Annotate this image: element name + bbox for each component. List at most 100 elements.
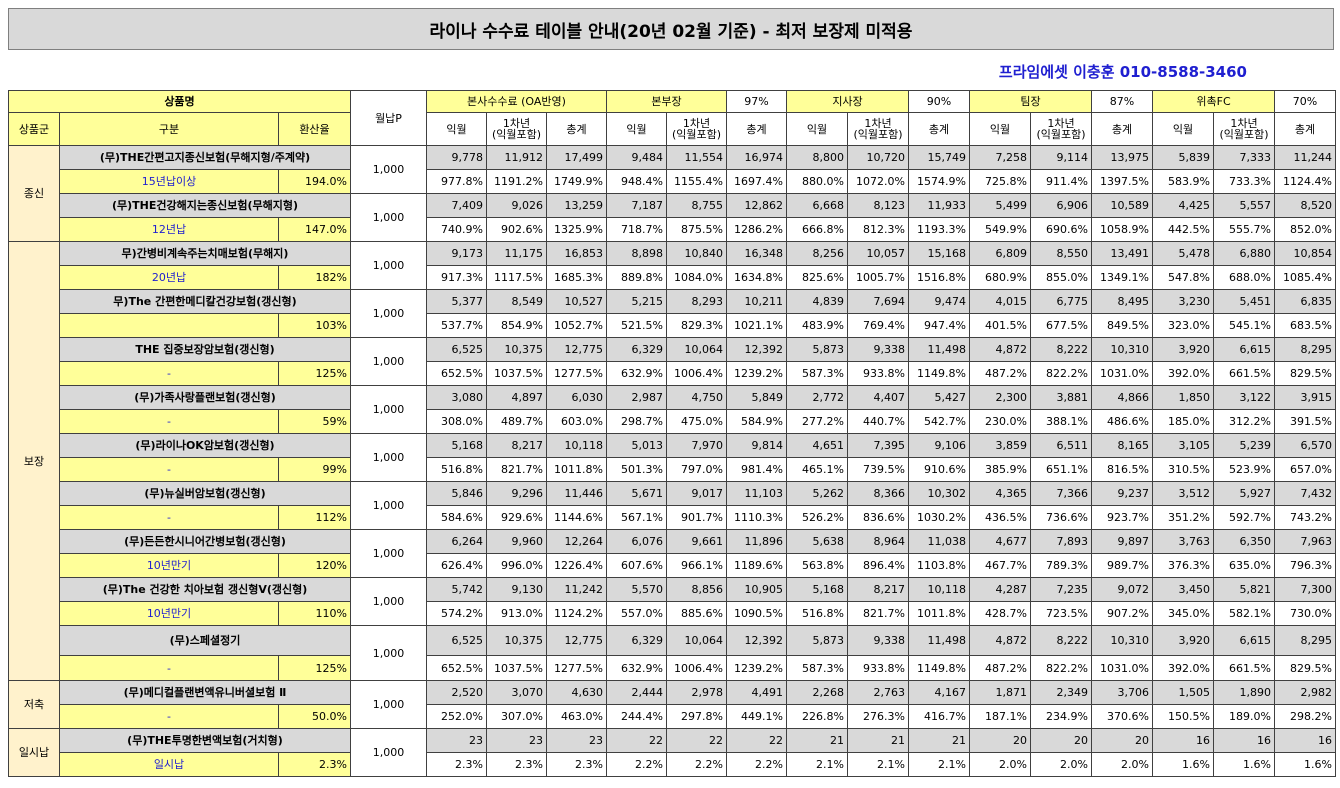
commission-amount: 17,499	[546, 145, 607, 171]
table-row-percent: 103% 537.7% 854.9% 1052.7% 521.5% 829.3% 1021.…	[9, 313, 1336, 339]
table-row: (무)든든한시니어간병보험(갱신형) 1,000 6,264 9,960 12,264 6…	[9, 529, 1336, 579]
commission-amount: 4,897	[486, 385, 547, 411]
commission-amount: 13,259	[546, 193, 607, 219]
table-row: 일시납 (무)THE투명한변액보험(거치형) 1,000 23 23 23 22 22 22 21…	[8, 728, 1336, 778]
commission-percent: 351.2%	[1152, 505, 1214, 531]
commission-amount: 11,103	[726, 481, 787, 507]
commission-percent: 230.0%	[969, 409, 1031, 435]
commission-amount: 3,915	[1274, 385, 1336, 411]
commission-percent: 947.4%	[908, 313, 970, 339]
subheader-total: 총계	[726, 112, 787, 147]
commission-percent: 933.8%	[847, 361, 909, 387]
table-row-percent: -59% 308.0% 489.7% 603.0% 298.7% 475.0% 584.9%…	[9, 409, 1336, 435]
commission-percent: 385.9%	[969, 457, 1031, 483]
commission-percent: 516.8%	[426, 457, 487, 483]
commission-percent: 1634.8%	[726, 265, 787, 291]
commission-amount: 7,893	[1030, 529, 1092, 555]
commission-amount: 2,982	[1274, 680, 1336, 706]
header-level-3-pct: 87%	[1091, 89, 1153, 114]
product-name: (무)가족사랑플랜보험(갱신형)	[59, 385, 351, 411]
commission-percent: 150.5%	[1152, 704, 1214, 730]
commission-percent: 822.2%	[1030, 361, 1092, 387]
payment-period: -	[59, 361, 279, 387]
commission-percent: 996.0%	[486, 553, 547, 579]
commission-percent: 854.9%	[486, 313, 547, 339]
commission-percent: 1031.0%	[1091, 361, 1153, 387]
commission-amount: 11,446	[546, 481, 607, 507]
header-level-1-pct: 97%	[726, 89, 787, 114]
commission-amount: 4,287	[969, 577, 1031, 603]
header-refund-rate: 환산율	[278, 112, 351, 147]
commission-percent: 587.3%	[786, 655, 848, 682]
commission-amount: 13,975	[1091, 145, 1153, 171]
commission-amount: 20	[969, 728, 1031, 754]
commission-amount: 9,130	[486, 577, 547, 603]
table-row-percent: 10년만기 120% 626.4% 996.0% 1226.4% 607.6% 966.1%…	[9, 553, 1336, 579]
commission-percent: 2.0%	[969, 752, 1031, 778]
commission-percent: 2.1%	[908, 752, 970, 778]
commission-percent: 875.5%	[666, 217, 727, 243]
payment-period: 10년만기	[59, 553, 279, 579]
commission-amount: 4,872	[969, 625, 1031, 657]
commission-percent: 401.5%	[969, 313, 1031, 339]
commission-amount: 2,300	[969, 385, 1031, 411]
commission-percent: 521.5%	[606, 313, 667, 339]
commission-amount: 5,013	[606, 433, 667, 459]
commission-amount: 5,427	[908, 385, 970, 411]
commission-percent: 442.5%	[1152, 217, 1214, 243]
product-name: 무)The 간편한메디칼건강보험(갱신형)	[59, 289, 351, 315]
commission-percent: 889.8%	[606, 265, 667, 291]
commission-percent: 1.6%	[1213, 752, 1275, 778]
commission-amount: 10,840	[666, 241, 727, 267]
commission-amount: 5,557	[1213, 193, 1275, 219]
commission-amount: 11,498	[908, 337, 970, 363]
commission-percent: 966.1%	[666, 553, 727, 579]
commission-percent: 849.5%	[1091, 313, 1153, 339]
commission-percent: 852.0%	[1274, 217, 1336, 243]
table-row-percent: -99% 516.8% 821.7% 1011.8% 501.3% 797.0% 981.4…	[9, 457, 1336, 483]
commission-amount: 7,409	[426, 193, 487, 219]
product-name: (무)The 건강한 치아보험 갱신형V(갱신형)	[59, 577, 351, 603]
commission-amount: 2,763	[847, 680, 909, 706]
commission-amount: 1,890	[1213, 680, 1275, 706]
commission-percent: 1090.5%	[726, 601, 787, 627]
commission-percent: 2.2%	[606, 752, 667, 778]
commission-percent: 1149.8%	[908, 361, 970, 387]
commission-percent: 523.9%	[1213, 457, 1275, 483]
commission-amount: 8,217	[486, 433, 547, 459]
commission-percent: 652.5%	[426, 361, 487, 387]
commission-percent: 1325.9%	[546, 217, 607, 243]
commission-amount: 16,348	[726, 241, 787, 267]
table-row: 종신 (무)THE간편고지종신보험(무해지형/주계약) 1,000 9,778 11,9…	[8, 145, 1336, 243]
commission-amount: 6,030	[546, 385, 607, 411]
commission-percent: 635.0%	[1213, 553, 1275, 579]
header-product-name: 상품명	[8, 89, 351, 114]
commission-percent: 545.1%	[1213, 313, 1275, 339]
commission-percent: 901.7%	[666, 505, 727, 531]
commission-percent: 666.8%	[786, 217, 848, 243]
refund-rate: 2.3%	[278, 752, 351, 778]
commission-amount: 15,749	[908, 145, 970, 171]
commission-amount: 21	[786, 728, 848, 754]
commission-amount: 5,671	[606, 481, 667, 507]
commission-percent: 821.7%	[847, 601, 909, 627]
commission-amount: 4,630	[546, 680, 607, 706]
commission-percent: 440.7%	[847, 409, 909, 435]
commission-percent: 607.6%	[606, 553, 667, 579]
commission-percent: 769.4%	[847, 313, 909, 339]
commission-percent: 475.0%	[666, 409, 727, 435]
commission-amount: 5,478	[1152, 241, 1214, 267]
commission-percent: 661.5%	[1213, 655, 1275, 682]
commission-amount: 10,375	[486, 625, 547, 657]
commission-amount: 6,525	[426, 337, 487, 363]
commission-percent: 276.3%	[847, 704, 909, 730]
commission-amount: 6,835	[1274, 289, 1336, 315]
commission-amount: 8,800	[786, 145, 848, 171]
table-row: (무)라이나OK암보험(갱신형) 1,000 5,168 8,217 10,118 5,0…	[9, 433, 1336, 483]
commission-percent: 584.9%	[726, 409, 787, 435]
commission-amount: 7,235	[1030, 577, 1092, 603]
commission-amount: 10,118	[546, 433, 607, 459]
monthly-premium: 1,000	[350, 145, 427, 195]
header-level-1: 본부장	[606, 89, 727, 114]
commission-amount: 11,498	[908, 625, 970, 657]
